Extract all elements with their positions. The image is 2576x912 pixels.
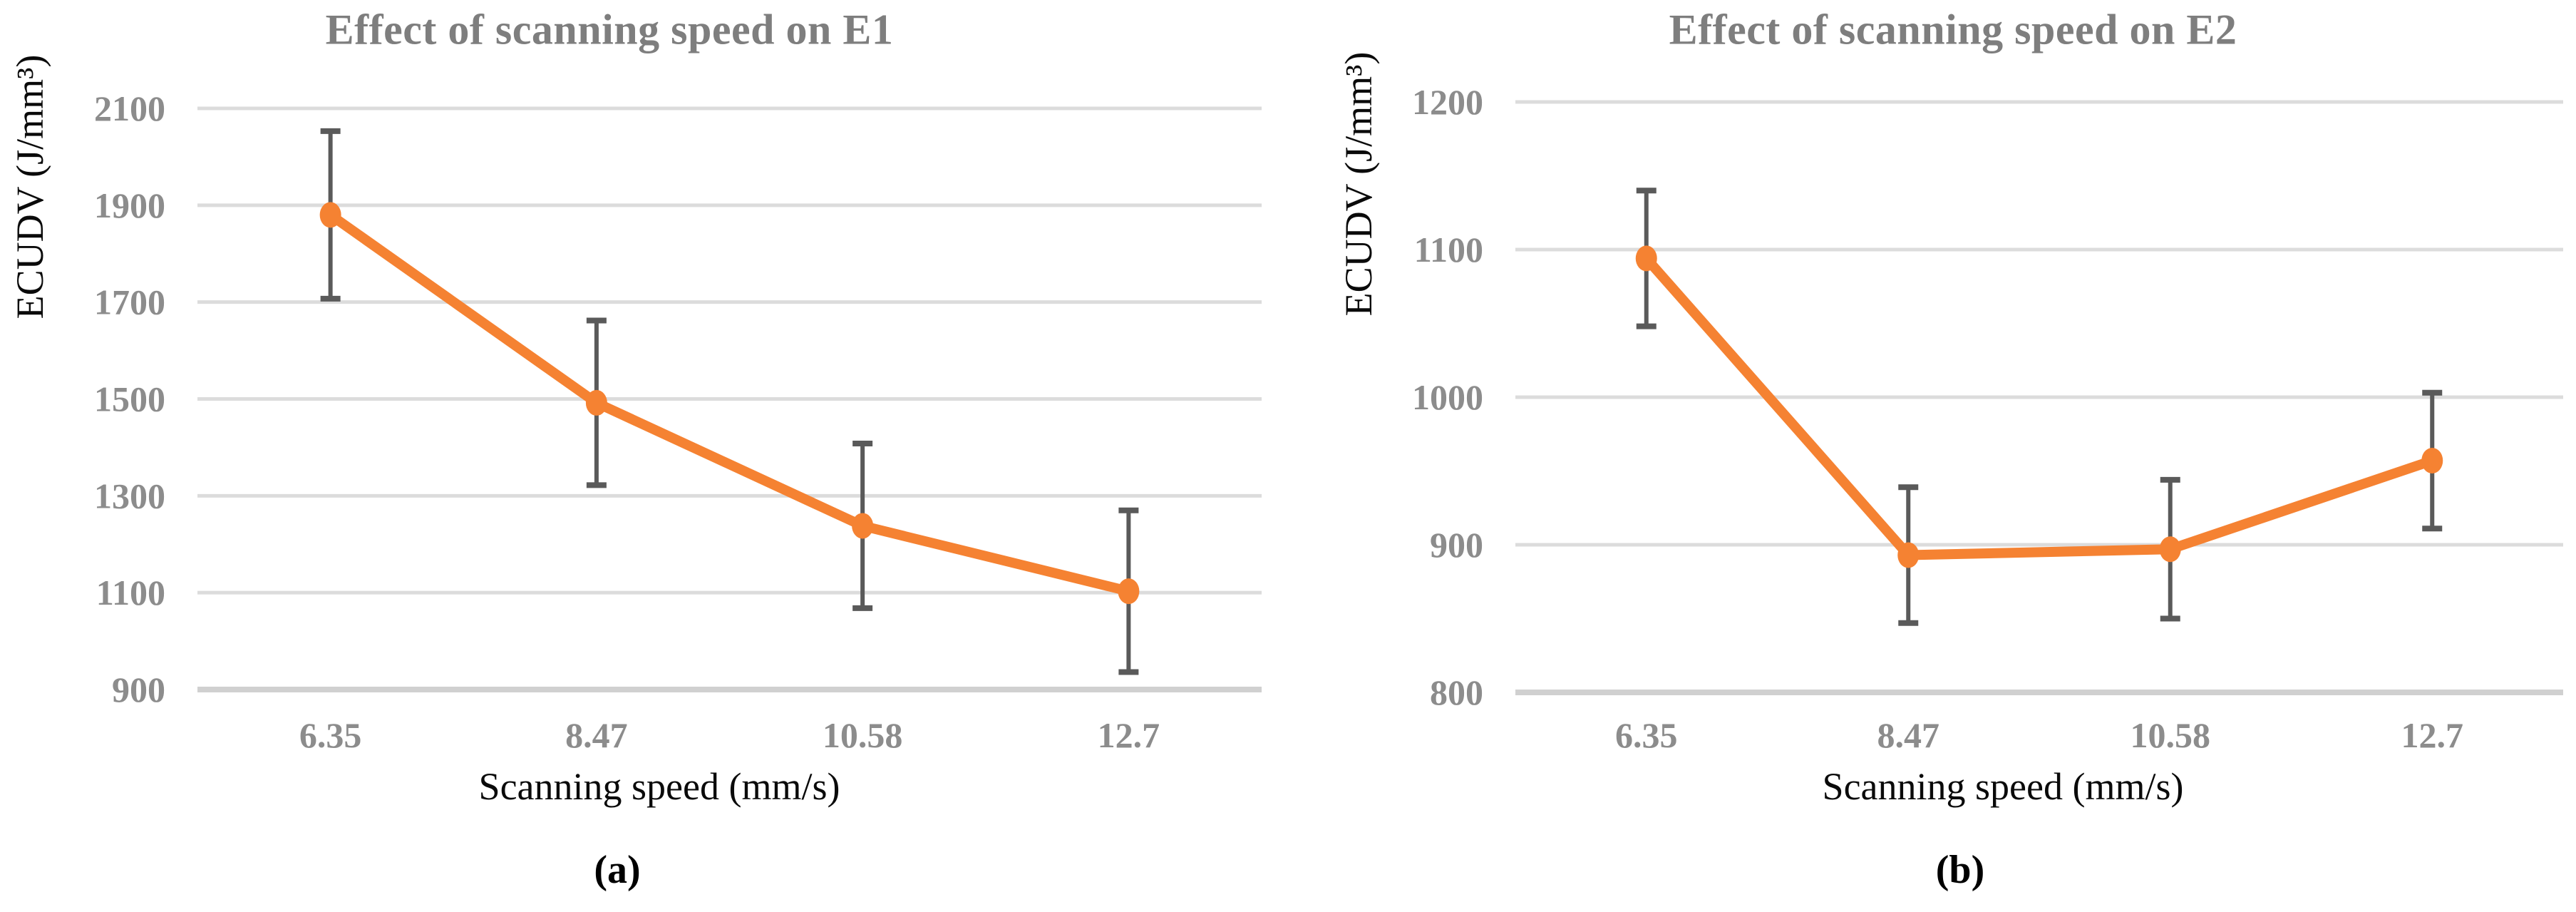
y-tick-label: 800	[1430, 672, 1483, 712]
x-tick-label: 6.35	[1615, 715, 1678, 755]
y-tick-label: 1900	[94, 185, 165, 225]
y-tick-label: 1100	[1414, 230, 1483, 270]
chart-e2-y-axis-title: ECUDV (J/mm³)	[1337, 51, 1380, 317]
x-tick-label: 10.58	[823, 715, 903, 755]
data-point-marker	[585, 389, 607, 416]
y-tick-label: 900	[1430, 525, 1483, 565]
data-point-marker	[852, 513, 874, 539]
series-line	[325, 210, 1134, 597]
x-tick-label: 12.7	[2401, 715, 2464, 755]
chart-panel-e1: 2100 1900 1700 1500 1300 1100 900 6.35 8.47 10.58…	[9, 6, 1262, 892]
series-line	[1641, 253, 2438, 560]
chart-e2-plot-area: 1200 1100 1000 900 800 6.35 8.47 10.58 12.7	[1412, 82, 2563, 755]
x-tick-label: 12.7	[1098, 715, 1160, 755]
y-tick-label: 1700	[94, 282, 165, 322]
chart-e1-y-axis-title: ECUDV (J/mm³)	[9, 54, 51, 319]
data-point-marker	[1118, 578, 1140, 605]
data-point-marker	[1897, 542, 1920, 568]
chart-e1-caption: (a)	[594, 848, 641, 892]
x-tick-label: 8.47	[565, 715, 628, 755]
chart-panel-e2: 1200 1100 1000 900 800 6.35 8.47 10.58 12.7 Effe…	[1288, 0, 2576, 912]
x-tick-label: 10.58	[2131, 715, 2211, 755]
y-tick-label: 1200	[1412, 82, 1483, 122]
y-tick-label: 900	[112, 670, 165, 709]
y-tick-label: 1100	[96, 573, 165, 613]
data-point-marker	[2421, 448, 2443, 474]
data-point-marker	[1635, 245, 1657, 272]
chart-e1-x-axis-title: Scanning speed (mm/s)	[478, 765, 840, 808]
chart-e2-x-axis-title: Scanning speed (mm/s)	[1822, 765, 2184, 808]
y-tick-label: 1500	[94, 379, 165, 419]
data-point-marker	[319, 202, 341, 228]
x-tick-label: 6.35	[299, 715, 362, 755]
data-point-marker	[2159, 536, 2181, 563]
chart-e2-title: Effect of scanning speed on E2	[1669, 6, 2237, 53]
chart-e1-title: Effect of scanning speed on E1	[325, 6, 894, 53]
y-tick-label: 2100	[94, 88, 165, 128]
y-tick-label: 1000	[1412, 377, 1483, 417]
chart-e2-caption: (b)	[1935, 848, 1985, 892]
chart-e1-plot-area: 2100 1900 1700 1500 1300 1100 900 6.35 8.47 10.58…	[94, 88, 1262, 755]
x-tick-label: 8.47	[1877, 715, 1940, 755]
y-tick-label: 1300	[94, 476, 165, 516]
